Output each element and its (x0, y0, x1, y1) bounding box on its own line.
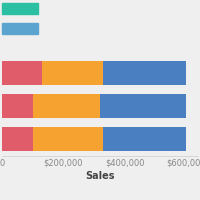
Bar (2, 94, 33, 118)
Bar (103, 127, 186, 151)
X-axis label: Sales: Sales (85, 171, 115, 181)
Bar (103, 61, 186, 85)
Bar (2, 127, 33, 151)
Bar (42, 61, 103, 85)
Bar (33, 127, 103, 151)
Bar (2, 61, 42, 85)
Bar (100, 94, 186, 118)
Bar (33, 94, 100, 118)
